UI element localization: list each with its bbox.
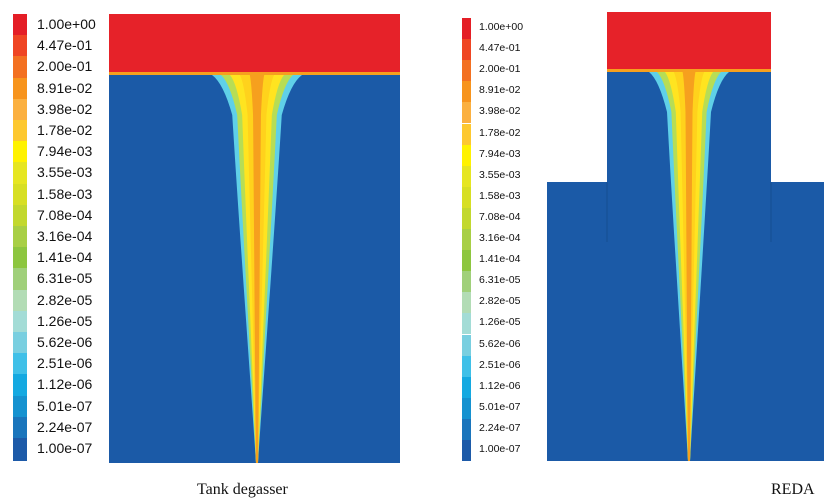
legend-tick-label: 1.00e+00 <box>37 16 96 32</box>
legend-swatch <box>462 123 471 145</box>
legend-tick-label: 1.00e-07 <box>37 440 93 456</box>
caption-reda: REDA <box>771 481 815 498</box>
legend-tick-label: 3.55e-03 <box>37 164 93 181</box>
legend-swatch <box>462 292 471 314</box>
plume-center-line <box>249 75 265 463</box>
legend-tick-label: 1.41e-04 <box>37 249 93 266</box>
legend-tick-label: 2.00e-01 <box>37 58 93 75</box>
legend-tick-label: 7.08e-04 <box>479 210 521 223</box>
legend-swatch <box>13 77 27 101</box>
legend-swatch <box>13 35 27 59</box>
legend-swatch <box>462 440 471 461</box>
legend-swatch <box>13 14 27 37</box>
legend-tick-label: 7.94e-03 <box>479 147 521 160</box>
legend-swatch <box>13 183 27 207</box>
legend-swatch <box>462 165 471 187</box>
legend-tick-label: 1.12e-06 <box>37 376 93 393</box>
contour-plot-reda <box>547 12 824 461</box>
legend-tick-label: 1.12e-06 <box>479 379 521 392</box>
legend-tick-label: 6.31e-05 <box>479 274 521 287</box>
legend-tick-label: 7.08e-04 <box>37 206 93 223</box>
legend-swatch <box>462 250 471 272</box>
legend-swatch <box>462 144 471 166</box>
legend-tick-label: 1.00e+00 <box>479 21 524 33</box>
legend-swatch <box>13 438 27 461</box>
legend-swatch <box>462 207 471 229</box>
legend-tick-label: 4.47e-01 <box>37 37 93 54</box>
plume-center-line <box>682 72 696 461</box>
legend-swatch <box>13 374 27 398</box>
legend-tick-label: 1.58e-03 <box>37 185 93 202</box>
legend-tick-label: 1.26e-05 <box>37 312 93 329</box>
legend-tick-label: 2.82e-05 <box>479 295 521 308</box>
legend-swatch <box>462 397 471 419</box>
legend-swatch <box>13 162 27 186</box>
legend-swatch <box>462 39 471 61</box>
legend-swatch <box>13 204 27 228</box>
legend-tick-label: 1.78e-02 <box>37 122 93 138</box>
legend-swatch <box>462 271 471 293</box>
legend-tick-label: 2.24e-07 <box>479 421 521 434</box>
legend-tick-label: 1.00e-07 <box>479 443 521 455</box>
legend-tick-label: 2.51e-06 <box>479 358 521 371</box>
legend-tick-label: 4.47e-01 <box>479 42 521 55</box>
legend-swatch <box>13 416 27 440</box>
legend-swatch <box>13 395 27 419</box>
legend-swatch <box>13 268 27 292</box>
legend-tick-label: 3.98e-02 <box>479 105 521 118</box>
legend-swatch <box>462 376 471 398</box>
caption-tank-degasser: Tank degasser <box>197 481 288 498</box>
legend-swatch <box>462 355 471 377</box>
legend-swatch <box>462 18 471 39</box>
legend-swatch <box>462 229 471 250</box>
gas-region <box>607 12 771 69</box>
legend-tick-label: 2.82e-05 <box>37 291 93 308</box>
legend-swatch <box>13 310 27 334</box>
legend-tick-label: 1.58e-03 <box>479 189 521 202</box>
legend-tick-label: 3.16e-04 <box>37 228 93 244</box>
legend-swatch <box>13 120 27 143</box>
legend-swatch <box>13 289 27 313</box>
legend-swatch <box>462 102 471 124</box>
legend-swatch <box>462 313 471 335</box>
legend-tick-label: 2.24e-07 <box>37 418 93 435</box>
legend-tick-label: 5.01e-07 <box>479 400 521 413</box>
legend-tick-label: 5.62e-06 <box>479 337 521 350</box>
legend-tick-label: 5.01e-07 <box>37 397 93 414</box>
legend-tick-label: 1.41e-04 <box>479 253 521 266</box>
legend-tick-label: 3.55e-03 <box>479 168 521 181</box>
contour-plot-tank-degasser <box>109 14 400 463</box>
legend-tick-label: 5.62e-06 <box>37 334 93 350</box>
legend-tick-label: 1.78e-02 <box>479 126 521 139</box>
legend-swatch <box>462 60 471 82</box>
legend-tick-label: 2.00e-01 <box>479 63 521 76</box>
legend-swatch <box>13 353 27 377</box>
free-surface-line <box>109 72 400 75</box>
legend-tick-label: 3.98e-02 <box>37 100 93 117</box>
legend-tick-label: 3.16e-04 <box>479 232 521 244</box>
legend-swatch <box>462 186 471 208</box>
legend-swatch <box>13 56 27 80</box>
legend-swatch <box>462 418 471 440</box>
legend-tick-label: 1.26e-05 <box>479 316 521 329</box>
legend-swatch <box>13 98 27 122</box>
legend-swatch <box>13 141 27 165</box>
legend-tick-label: 8.91e-02 <box>479 84 521 97</box>
legend-swatch <box>462 81 471 103</box>
legend-swatch <box>13 226 27 249</box>
legend-tick-label: 2.51e-06 <box>37 355 93 372</box>
legend-tick-label: 7.94e-03 <box>37 143 93 160</box>
legend-swatch <box>13 332 27 355</box>
legend-swatch <box>13 247 27 271</box>
legend-tick-label: 8.91e-02 <box>37 79 93 96</box>
gas-region <box>109 14 400 72</box>
free-surface-line <box>607 69 771 72</box>
legend-tick-label: 6.31e-05 <box>37 270 93 287</box>
legend-swatch <box>462 334 471 356</box>
